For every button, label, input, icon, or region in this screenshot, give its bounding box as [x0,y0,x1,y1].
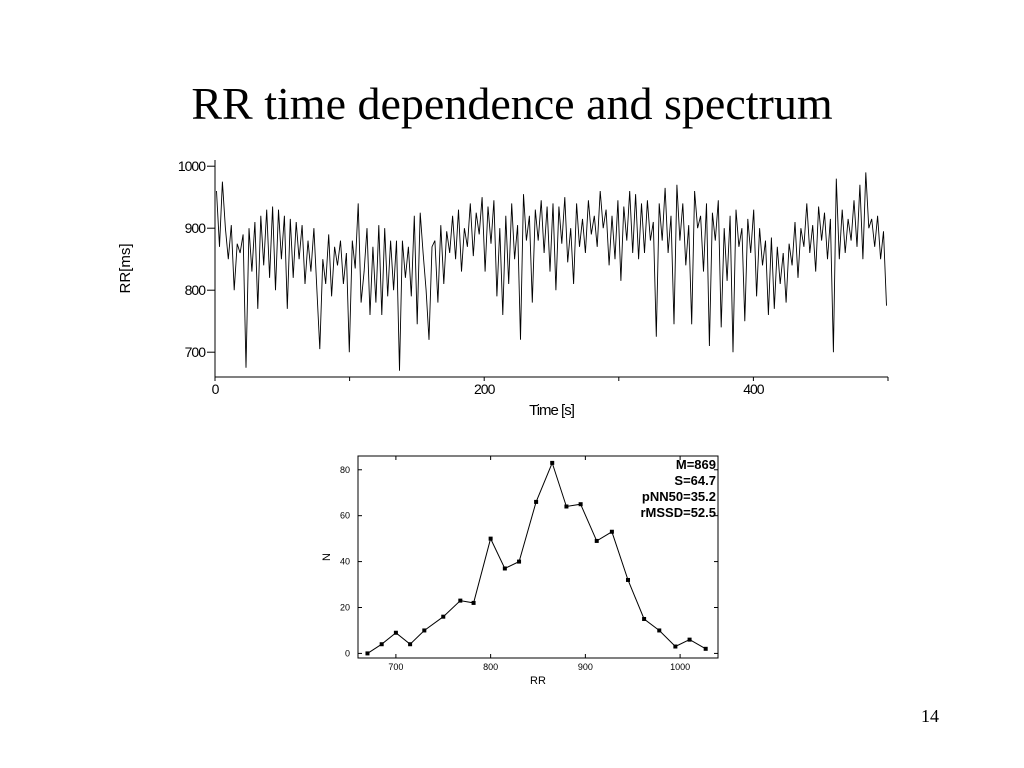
x-tick-label: 200 [474,381,496,397]
histogram-point [517,559,522,564]
y-tick-label: 80 [340,465,350,475]
y-tick-label: 0 [345,648,350,658]
histogram-point [458,598,463,603]
x-tick-label: 800 [483,662,498,672]
rr-time-chart: 700 800 900 1000 0 200 400 Time [s] RR[ms] [117,158,889,419]
plot-frame [357,455,719,659]
stat-annotation: rMSSD=52.5 [640,505,716,520]
x-axis-title: Time [s] [529,402,575,419]
histogram-point [642,616,647,621]
histogram-point [673,644,678,649]
y-tick-label: 20 [340,603,350,613]
histogram-point [626,577,630,582]
slide-title: RR time dependence and spectrum [191,78,833,129]
stat-annotation: S=64.7 [674,473,716,488]
histogram-point [502,566,507,571]
histogram-point [594,538,599,543]
stat-annotation: M=869 [676,457,716,472]
page-number: 14 [921,706,939,726]
histogram-point [687,637,692,642]
y-tick-label: 700 [185,344,207,360]
histogram-point [564,504,569,509]
histogram-point [703,646,708,651]
stat-annotation: pNN50=35.2 [642,489,716,504]
x-tick-label: 900 [578,662,593,672]
y-tick-label: 60 [340,511,350,521]
y-tick-label: 800 [185,282,207,298]
histogram-point [471,600,476,605]
y-tick-label: 1000 [178,158,206,174]
histogram-point [441,614,446,619]
y-axis-title: RR[ms] [117,244,134,294]
x-axis-title: RR [530,675,546,687]
histogram-point [534,499,539,504]
histogram-point [408,642,413,647]
rr-histogram-chart: 0 20 40 60 80 700 800 900 1000 RR N M=869S=64.7pNN5… [321,455,719,687]
histogram-point [609,529,614,534]
x-tick-label: 1000 [670,662,690,672]
histogram-point [393,630,398,635]
x-tick-label: 400 [743,381,765,397]
x-tick-label: 0 [212,381,220,397]
histogram-point [578,502,583,507]
y-tick-label: 40 [340,557,350,567]
histogram-point [550,460,555,465]
y-tick-label: 900 [185,220,207,236]
y-axis-title: N [321,553,333,561]
x-tick-label: 700 [388,662,403,672]
histogram-point [365,651,370,656]
histogram-point [379,642,384,647]
histogram-point [657,628,662,633]
rr-series-line [216,172,887,371]
histogram-point [488,536,493,541]
histogram-point [422,628,427,633]
